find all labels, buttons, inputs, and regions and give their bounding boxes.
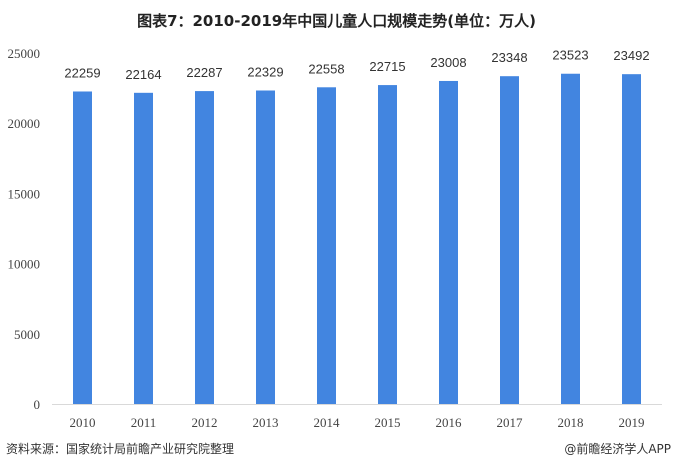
chart-title: 图表7：2010-2019年中国儿童人口规模走势(单位：万人) xyxy=(137,12,536,30)
bar-2010 xyxy=(73,91,92,404)
bar-2018 xyxy=(561,73,580,404)
data-label: 22329 xyxy=(247,65,283,80)
data-label: 23008 xyxy=(430,55,466,70)
x-tick-label: 2013 xyxy=(253,415,279,430)
x-tick-label: 2016 xyxy=(436,415,463,430)
credit-note: @前瞻经济学人APP xyxy=(564,442,671,456)
bar-2012 xyxy=(195,91,214,405)
y-tick-label: 5000 xyxy=(14,327,40,342)
data-label: 22287 xyxy=(186,65,222,80)
x-tick-label: 2010 xyxy=(70,415,96,430)
bar-2014 xyxy=(317,87,336,405)
y-tick-label: 0 xyxy=(34,397,41,412)
data-label: 22164 xyxy=(125,67,161,82)
x-tick-label: 2011 xyxy=(131,415,157,430)
data-label: 22558 xyxy=(308,61,344,76)
bar-2017 xyxy=(500,76,519,404)
bar-2011 xyxy=(134,92,153,404)
x-tick-label: 2012 xyxy=(192,415,218,430)
data-label: 23492 xyxy=(613,48,649,63)
y-tick-label: 10000 xyxy=(8,257,41,272)
bar-2016 xyxy=(439,80,458,404)
y-tick-label: 15000 xyxy=(8,186,41,201)
bar-2013 xyxy=(256,90,275,404)
x-tick-label: 2018 xyxy=(558,415,584,430)
bar-2015 xyxy=(378,85,397,405)
y-tick-label: 25000 xyxy=(8,46,41,61)
data-label: 23348 xyxy=(491,50,527,65)
data-label: 22259 xyxy=(64,65,100,80)
source-note: 资料来源：国家统计局前瞻产业研究院整理 xyxy=(6,442,235,456)
bar-2019 xyxy=(622,74,641,405)
x-tick-label: 2019 xyxy=(619,415,645,430)
data-label: 23523 xyxy=(552,48,588,63)
data-label: 22715 xyxy=(369,59,405,74)
x-tick-label: 2014 xyxy=(314,415,341,430)
y-tick-label: 20000 xyxy=(8,116,41,131)
x-tick-label: 2015 xyxy=(375,415,401,430)
x-tick-label: 2017 xyxy=(497,415,524,430)
